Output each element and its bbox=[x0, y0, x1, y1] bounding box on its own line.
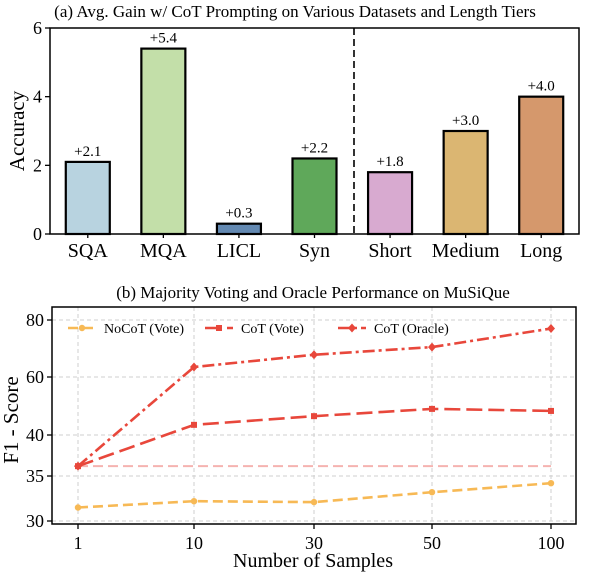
data-point bbox=[191, 421, 197, 428]
bar-long bbox=[518, 95, 565, 236]
data-point bbox=[190, 498, 198, 505]
category-label: Long bbox=[520, 240, 562, 262]
panel-b-y-axis-label: F1 - Score bbox=[0, 376, 23, 464]
panel-b-x-tick-label: 30 bbox=[305, 533, 323, 553]
panel-a-y-tick-label: 0 bbox=[33, 224, 42, 244]
panel-b-y-tick-label: 60 bbox=[26, 367, 44, 387]
panel-a-plot-frame bbox=[49, 27, 580, 235]
legend-label: CoT (Oracle) bbox=[374, 322, 449, 337]
panel-b-legend: NoCoT (Vote) CoT (Vote) CoT (Oracle) bbox=[68, 322, 449, 337]
bar-short bbox=[366, 171, 414, 236]
category-label: MQA bbox=[140, 240, 187, 262]
data-point bbox=[547, 480, 555, 487]
panel-b-x-axis-label: Number of Samples bbox=[233, 550, 393, 572]
data-point bbox=[74, 461, 82, 471]
series-line bbox=[77, 327, 552, 468]
data-point bbox=[429, 405, 435, 412]
panel-a-y-axis-label: Accuracy bbox=[5, 90, 29, 171]
category-label: Medium bbox=[432, 240, 500, 262]
data-point bbox=[190, 362, 198, 372]
series-cot-vote bbox=[75, 405, 554, 470]
data-point bbox=[547, 324, 555, 334]
data-point bbox=[548, 407, 554, 414]
panel-b-title: (b) Majority Voting and Oracle Performan… bbox=[116, 283, 510, 302]
bar-value-label: +5.4 bbox=[150, 31, 178, 47]
series-line bbox=[77, 481, 552, 509]
panel-a-title: (a) Avg. Gain w/ CoT Prompting on Variou… bbox=[54, 2, 536, 21]
legend-marker bbox=[78, 324, 86, 332]
panel-b-x-tick-label: 50 bbox=[423, 533, 441, 553]
category-label: LICL bbox=[217, 240, 261, 262]
panel-b-plot-frame bbox=[51, 306, 577, 525]
bar-value-label: +2.2 bbox=[301, 140, 328, 156]
bar-medium bbox=[442, 129, 489, 236]
data-point bbox=[311, 413, 317, 420]
bar-value-label: +3.0 bbox=[452, 113, 479, 129]
panel-b-x-tick-label: 100 bbox=[538, 533, 565, 553]
panel-b-y-tick-label: 40 bbox=[26, 425, 44, 445]
category-label: Syn bbox=[299, 240, 330, 262]
legend-marker bbox=[216, 325, 222, 331]
bar-syn bbox=[291, 157, 338, 236]
bar-value-label: +2.1 bbox=[74, 144, 101, 160]
panel-b-y-tick-label: 80 bbox=[26, 310, 44, 330]
bar-licl bbox=[215, 222, 263, 236]
bar-sqa bbox=[64, 160, 111, 236]
category-label: SQA bbox=[68, 240, 109, 262]
panel-b-line-chart: (b) Majority Voting and Oracle Performan… bbox=[0, 283, 577, 572]
legend-marker bbox=[348, 323, 356, 333]
data-point bbox=[74, 504, 82, 511]
legend-label: NoCoT (Vote) bbox=[104, 322, 184, 337]
panel-a-bar-chart: (a) Avg. Gain w/ CoT Prompting on Variou… bbox=[5, 2, 580, 262]
panel-a-y-tick-label: 2 bbox=[33, 155, 42, 175]
data-point bbox=[428, 342, 436, 352]
legend-label: CoT (Vote) bbox=[241, 322, 304, 337]
category-label: Short bbox=[368, 240, 412, 262]
panel-b-x-tick-label: 1 bbox=[74, 533, 83, 553]
bar-mqa bbox=[140, 47, 187, 236]
data-point bbox=[310, 350, 318, 360]
series-cot-oracle bbox=[74, 324, 555, 471]
bar-value-label: +0.3 bbox=[225, 206, 252, 222]
series-nocot-vote bbox=[74, 480, 555, 511]
bar-value-label: +4.0 bbox=[528, 79, 555, 95]
data-point bbox=[310, 498, 318, 506]
panel-a-y-tick-label: 4 bbox=[33, 87, 42, 107]
panel-b-y-tick-label: 35 bbox=[26, 466, 44, 486]
panel-b-y-tick-label: 30 bbox=[26, 511, 44, 531]
bar-value-label: +1.8 bbox=[376, 154, 403, 170]
panel-a-y-tick-label: 6 bbox=[33, 18, 42, 38]
data-point bbox=[428, 489, 436, 496]
panel-b-x-tick-label: 10 bbox=[185, 533, 203, 553]
